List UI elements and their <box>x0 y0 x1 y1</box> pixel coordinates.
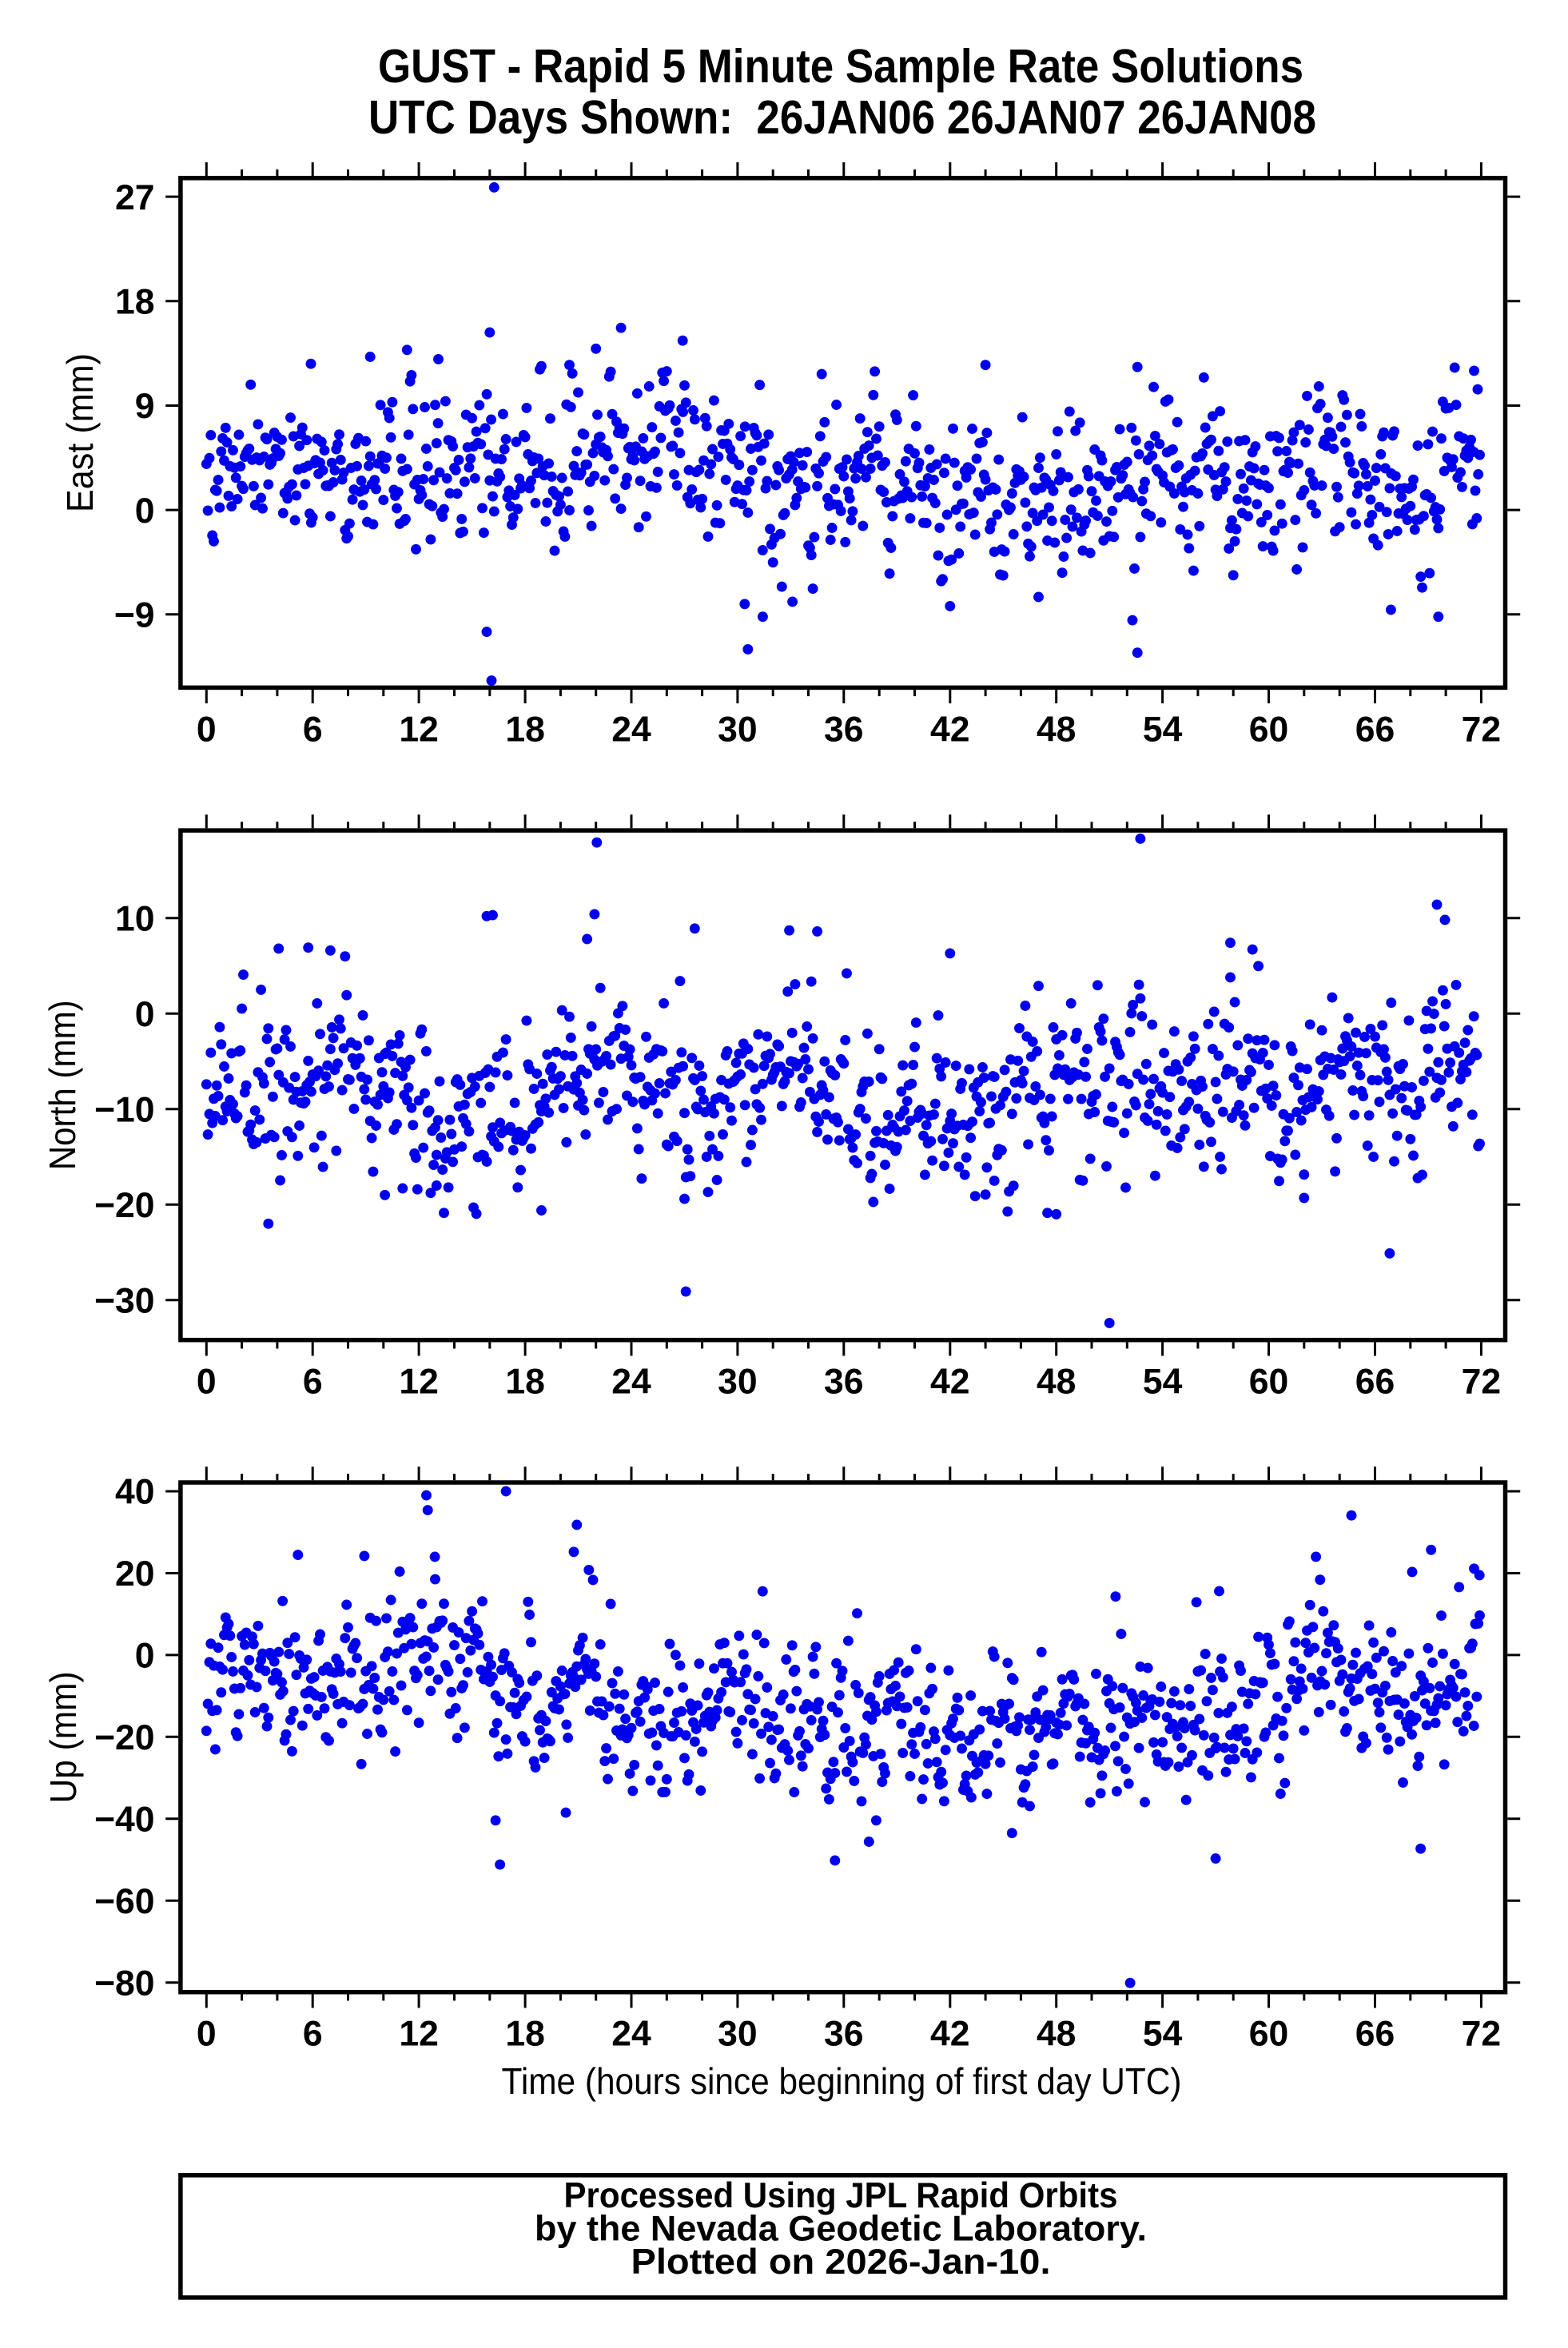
svg-text:18: 18 <box>505 2015 545 2054</box>
svg-text:30: 30 <box>718 1363 758 1402</box>
svg-text:−30: −30 <box>94 1282 155 1321</box>
svg-text:Up (mm): Up (mm) <box>42 1671 84 1803</box>
svg-text:12: 12 <box>399 710 439 749</box>
svg-text:0: 0 <box>135 995 155 1034</box>
svg-text:−60: −60 <box>94 1882 155 1921</box>
svg-text:54: 54 <box>1143 710 1183 749</box>
svg-text:0: 0 <box>135 1637 155 1676</box>
svg-text:36: 36 <box>824 710 864 749</box>
svg-text:Plotted on 2026-Jan-10.: Plotted on 2026-Jan-10. <box>631 2243 1051 2282</box>
svg-text:60: 60 <box>1249 1363 1289 1402</box>
svg-text:20: 20 <box>115 1554 155 1594</box>
svg-text:72: 72 <box>1462 2015 1502 2054</box>
svg-text:9: 9 <box>135 387 155 426</box>
svg-text:60: 60 <box>1249 2015 1289 2054</box>
svg-text:42: 42 <box>930 1363 970 1402</box>
svg-text:40: 40 <box>115 1473 155 1512</box>
svg-text:−40: −40 <box>94 1801 155 1840</box>
svg-text:−20: −20 <box>94 1718 155 1757</box>
svg-text:Processed Using JPL Rapid Orbi: Processed Using JPL Rapid Orbits <box>564 2176 1118 2215</box>
svg-text:18: 18 <box>505 710 545 749</box>
svg-text:0: 0 <box>197 1363 217 1402</box>
svg-text:East (mm): East (mm) <box>59 353 101 512</box>
svg-text:by the Nevada Geodetic Laborat: by the Nevada Geodetic Laboratory. <box>535 2210 1147 2249</box>
svg-text:27: 27 <box>115 178 155 217</box>
svg-text:18: 18 <box>115 283 155 322</box>
svg-text:−20: −20 <box>94 1186 155 1225</box>
svg-text:60: 60 <box>1249 710 1289 749</box>
svg-text:10: 10 <box>115 899 155 938</box>
svg-text:36: 36 <box>824 2015 864 2054</box>
svg-text:72: 72 <box>1462 710 1502 749</box>
svg-text:GUST - Rapid 5 Minute Sample R: GUST - Rapid 5 Minute Sample Rate Soluti… <box>378 40 1303 93</box>
svg-text:66: 66 <box>1355 1363 1395 1402</box>
svg-text:54: 54 <box>1143 2015 1183 2054</box>
svg-text:42: 42 <box>930 710 970 749</box>
svg-text:0: 0 <box>197 2015 217 2054</box>
svg-text:0: 0 <box>135 491 155 531</box>
svg-text:6: 6 <box>303 710 323 749</box>
svg-text:12: 12 <box>399 1363 439 1402</box>
svg-text:66: 66 <box>1355 2015 1395 2054</box>
svg-text:36: 36 <box>824 1363 864 1402</box>
svg-text:24: 24 <box>611 1363 651 1402</box>
svg-text:48: 48 <box>1037 1363 1077 1402</box>
svg-text:66: 66 <box>1355 710 1395 749</box>
svg-text:−80: −80 <box>94 1964 155 2003</box>
svg-text:−10: −10 <box>94 1091 155 1130</box>
svg-text:UTC Days Shown: 26JAN06 26JAN: UTC Days Shown: 26JAN06 26JAN07 26JAN08 <box>368 91 1316 144</box>
svg-text:42: 42 <box>930 2015 970 2054</box>
svg-text:6: 6 <box>303 2015 323 2054</box>
svg-text:18: 18 <box>505 1363 545 1402</box>
svg-text:North (mm): North (mm) <box>42 1000 83 1170</box>
svg-text:Time (hours since beginning of: Time (hours since beginning of first day… <box>502 2060 1182 2102</box>
svg-text:72: 72 <box>1462 1363 1502 1402</box>
svg-text:30: 30 <box>718 710 758 749</box>
svg-text:24: 24 <box>611 2015 651 2054</box>
svg-text:54: 54 <box>1143 1363 1183 1402</box>
svg-text:−9: −9 <box>114 596 155 635</box>
svg-text:12: 12 <box>399 2015 439 2054</box>
svg-text:0: 0 <box>197 710 217 749</box>
svg-text:48: 48 <box>1037 710 1077 749</box>
svg-text:30: 30 <box>718 2015 758 2054</box>
svg-text:24: 24 <box>611 710 651 749</box>
svg-text:6: 6 <box>303 1363 323 1402</box>
svg-text:48: 48 <box>1037 2015 1077 2054</box>
